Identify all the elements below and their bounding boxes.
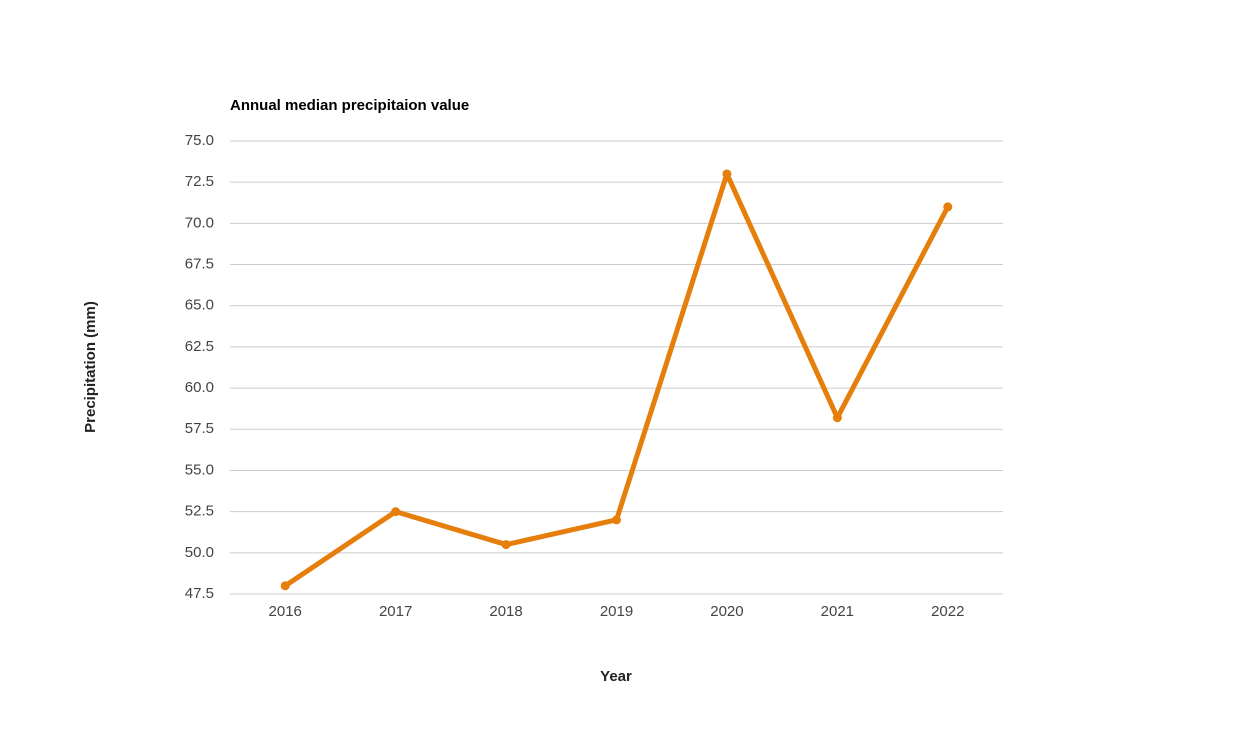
y-tick-label: 57.5 bbox=[185, 420, 214, 437]
y-tick-label: 75.0 bbox=[185, 132, 214, 149]
y-tick-label: 62.5 bbox=[185, 338, 214, 355]
y-axis-title: Precipitation (mm) bbox=[82, 301, 99, 433]
y-tick-label: 47.5 bbox=[185, 585, 214, 602]
point bbox=[722, 169, 732, 179]
y-tick-label: 55.0 bbox=[185, 461, 214, 478]
x-tick-label: 2019 bbox=[600, 603, 633, 620]
point bbox=[943, 202, 953, 212]
x-tick-label: 2017 bbox=[379, 603, 412, 620]
point bbox=[612, 515, 621, 525]
y-tick-label: 50.0 bbox=[185, 544, 214, 561]
chart-title: Annual median precipitaion value bbox=[230, 97, 469, 114]
y-tick-label: 60.0 bbox=[185, 379, 214, 396]
x-tick-label: 2020 bbox=[710, 603, 743, 620]
x-tick-label: 2021 bbox=[821, 603, 854, 620]
point bbox=[501, 540, 511, 550]
y-tick-label: 72.5 bbox=[185, 173, 214, 190]
x-tick-label: 2016 bbox=[269, 603, 302, 620]
point bbox=[391, 507, 401, 517]
y-tick-label: 67.5 bbox=[185, 256, 214, 273]
x-axis-title: Year bbox=[600, 668, 632, 685]
x-tick-label: 2022 bbox=[931, 603, 964, 620]
point bbox=[832, 413, 842, 423]
x-tick-label: 2018 bbox=[489, 603, 522, 620]
y-tick-label: 65.0 bbox=[185, 297, 214, 314]
y-tick-label: 70.0 bbox=[185, 214, 214, 231]
point bbox=[280, 581, 290, 591]
y-tick-label: 52.5 bbox=[185, 503, 214, 520]
